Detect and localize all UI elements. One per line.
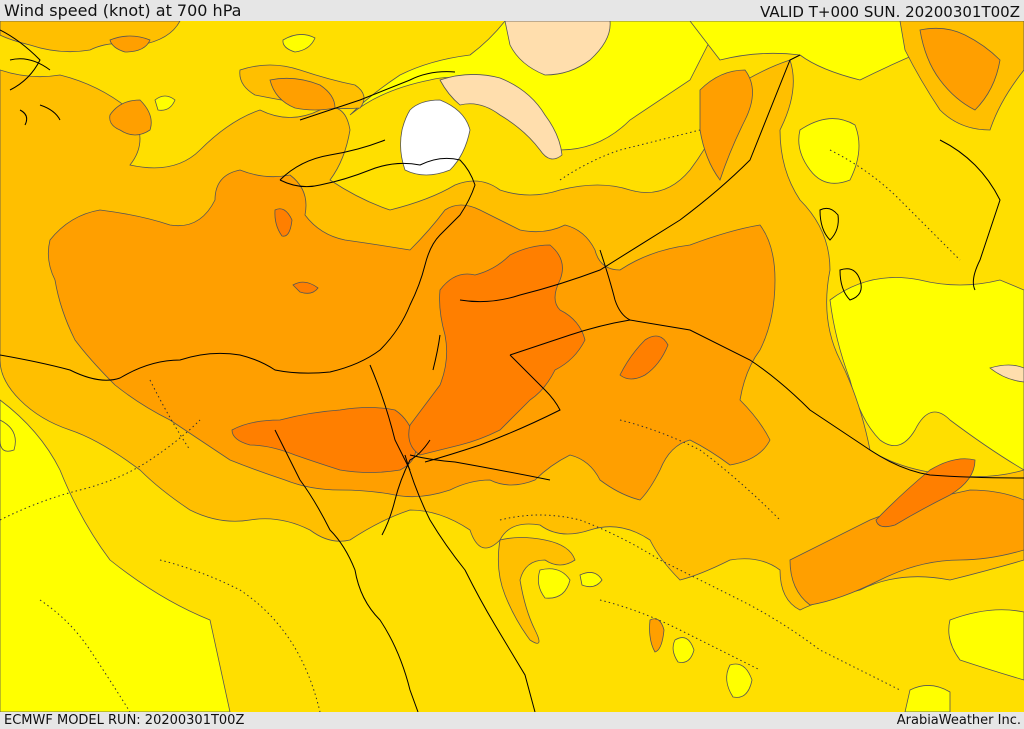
band-lowest (400, 21, 1024, 383)
band-orange-dark (231, 208, 976, 528)
weather-map[interactable] (0, 21, 1024, 712)
dotted-boundaries (0, 129, 961, 712)
model-run-label: ECMWF MODEL RUN: 20200301T00Z (4, 713, 245, 728)
coastlines-borders (0, 29, 1024, 712)
credit-label: ArabiaWeather Inc. (896, 713, 1021, 728)
band-orange (47, 27, 1024, 653)
map-title: Wind speed (knot) at 700 hPa (4, 1, 242, 20)
map-footer: ECMWF MODEL RUN: 20200301T00Z ArabiaWeat… (0, 712, 1024, 729)
map-header: Wind speed (knot) at 700 hPa VALID T+000… (0, 0, 1024, 21)
valid-time: VALID T+000 SUN. 20200301T00Z (760, 3, 1020, 21)
